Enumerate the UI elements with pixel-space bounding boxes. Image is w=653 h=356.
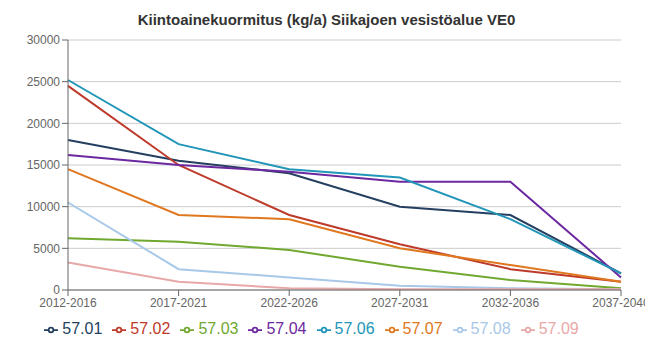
svg-text:2037-2040: 2037-2040 [592, 296, 645, 310]
svg-text:20000: 20000 [27, 117, 61, 131]
html-text:57.01: 57.01 [62, 320, 103, 337]
html-text:57.03: 57.03 [198, 320, 239, 337]
html-text:57.07: 57.07 [402, 320, 443, 337]
svg-text:2032-2036: 2032-2036 [482, 296, 540, 310]
svg-text:30000: 30000 [27, 33, 61, 47]
html-text:57.06: 57.06 [334, 320, 375, 337]
html-text:57.02: 57.02 [130, 320, 171, 337]
svg-text:2012-2016: 2012-2016 [39, 296, 97, 310]
html-text:57.09: 57.09 [538, 320, 579, 337]
html-text:57.08: 57.08 [470, 320, 511, 337]
html-text:Kiintoainekuormitus (kg/a) Sii: Kiintoainekuormitus (kg/a) Siikajoen ves… [137, 11, 516, 28]
svg-text:15000: 15000 [27, 158, 61, 172]
html-text:57.04: 57.04 [266, 320, 307, 337]
svg-text:2027-2031: 2027-2031 [371, 296, 429, 310]
svg-text:2022-2026: 2022-2026 [261, 296, 319, 310]
svg-text:0: 0 [53, 283, 60, 297]
svg-text:25000: 25000 [27, 75, 61, 89]
svg-text:5000: 5000 [33, 242, 60, 256]
svg-text:2017-2021: 2017-2021 [150, 296, 208, 310]
svg-text:10000: 10000 [27, 200, 61, 214]
